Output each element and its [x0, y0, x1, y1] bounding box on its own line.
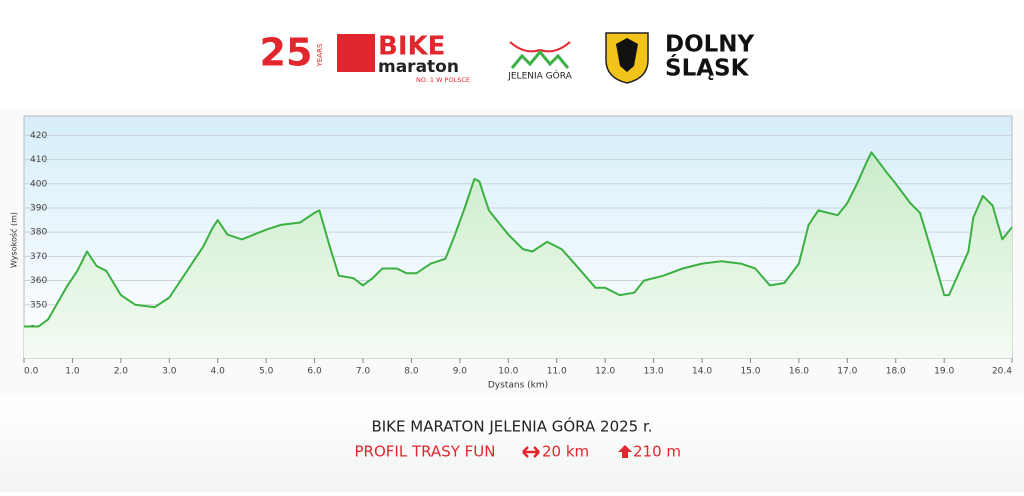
logo-icon [337, 34, 375, 72]
x-tick-label: 17.0 [837, 367, 857, 377]
logo-city: JELENIA GÓRA [507, 70, 572, 82]
x-tick-label: 20.4 [992, 367, 1012, 377]
x-tick-label: 6.0 [307, 367, 322, 377]
eagle [616, 38, 638, 72]
x-tick-label: 18.0 [886, 367, 906, 377]
x-tick-label: 1.0 [65, 367, 80, 377]
y-tick-label: 360 [30, 276, 47, 286]
footer-climb: 210 m [633, 443, 681, 461]
y-tick-label: 390 [30, 203, 47, 213]
logos: 25 YEARS BIKE maraton NO. 1 W POLSCE JEL… [260, 31, 755, 85]
x-tick-label: 8.0 [404, 367, 419, 377]
distance-icon [522, 446, 540, 458]
x-tick-label: 10.0 [498, 367, 518, 377]
logo-25: 25 [260, 31, 313, 75]
y-tick-label: 370 [30, 252, 47, 262]
footer-title: BIKE MARATON JELENIA GÓRA 2025 r. [371, 417, 652, 436]
y-tick-label: 420 [30, 131, 47, 141]
elevation-line [24, 151, 1013, 328]
x-tick-label: 4.0 [211, 367, 226, 377]
x-tick-label: 14.0 [692, 367, 712, 377]
y-tick-label: 380 [30, 228, 47, 238]
x-tick-label: 2.0 [114, 367, 129, 377]
x-tick-label: 13.0 [644, 367, 664, 377]
x-tick-label: 3.0 [162, 367, 177, 377]
y-tick-label: 410 [30, 155, 47, 165]
x-tick-label: 9.0 [453, 367, 468, 377]
footer-bg [0, 396, 1024, 492]
x-tick-label: 7.0 [356, 367, 371, 377]
climb-icon [618, 445, 632, 458]
y-axis-label: Wysokość (m) [9, 212, 19, 268]
x-tick-label: 12.0 [595, 367, 615, 377]
x-tick-label: 19.0 [934, 367, 954, 377]
footer-subtitle: PROFIL TRASY FUN [355, 443, 496, 461]
x-tick-label: 5.0 [259, 367, 274, 377]
area-fill [24, 152, 1012, 358]
x-tick-label: 16.0 [789, 367, 809, 377]
x-tick-label: 11.0 [547, 367, 567, 377]
x-tick-label: 0.0 [24, 367, 39, 377]
logo-tagline: NO. 1 W POLSCE [416, 76, 470, 84]
logo-years: YEARS [316, 43, 324, 67]
x-axis-label: Dystans (km) [488, 381, 548, 391]
mountains [510, 49, 570, 69]
logo-bike: BIKE [378, 32, 445, 62]
y-tick-label: 400 [30, 179, 47, 189]
logo-slask: ŚLĄSK [665, 54, 750, 82]
y-tick-label: 350 [30, 300, 47, 310]
footer-distance: 20 km [542, 443, 589, 461]
logo-maraton: maraton [378, 57, 459, 77]
x-tick-label: 15.0 [740, 367, 760, 377]
logo-dolny: DOLNY [665, 32, 755, 58]
